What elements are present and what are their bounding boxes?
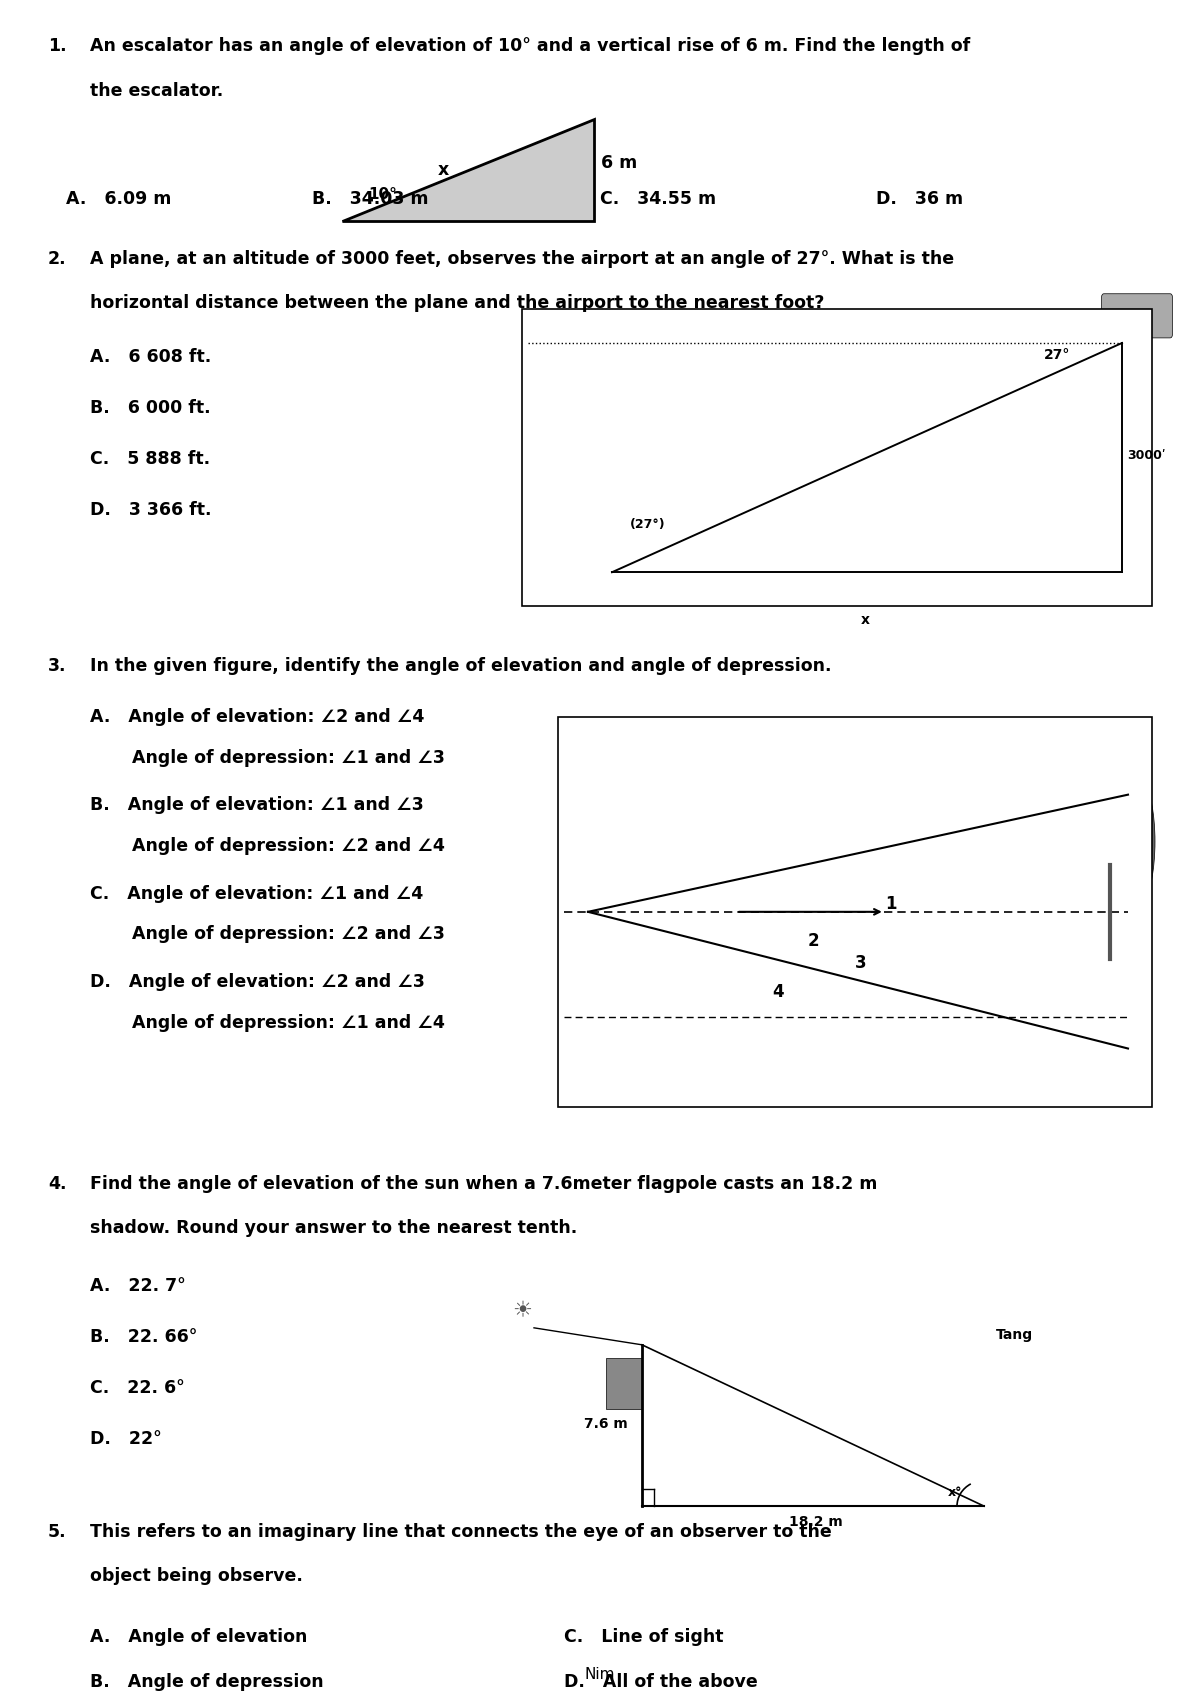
Text: Find the angle of elevation of the sun when a 7.6meter flagpole casts an 18.2 m: Find the angle of elevation of the sun w…: [90, 1175, 877, 1194]
FancyBboxPatch shape: [1102, 294, 1172, 338]
Text: C.   Angle of elevation: ∠1 and ∠4: C. Angle of elevation: ∠1 and ∠4: [90, 885, 424, 903]
Text: D.   22°: D. 22°: [90, 1430, 162, 1448]
Text: ☀: ☀: [512, 1301, 532, 1321]
Text: An escalator has an angle of elevation of 10° and a vertical rise of 6 m. Find t: An escalator has an angle of elevation o…: [90, 37, 971, 56]
Text: B.   22. 66°: B. 22. 66°: [90, 1328, 197, 1347]
Text: x: x: [438, 161, 449, 180]
Text: 18.2 m: 18.2 m: [790, 1515, 842, 1528]
Text: C.   22. 6°: C. 22. 6°: [90, 1379, 185, 1397]
Text: B.   34.03 m: B. 34.03 m: [312, 190, 428, 209]
Polygon shape: [342, 119, 594, 221]
Text: x: x: [860, 613, 870, 627]
Text: D.   Angle of elevation: ∠2 and ∠3: D. Angle of elevation: ∠2 and ∠3: [90, 973, 425, 992]
Text: A.   Angle of elevation: ∠2 and ∠4: A. Angle of elevation: ∠2 and ∠4: [90, 708, 425, 727]
Text: 1.: 1.: [48, 37, 67, 56]
Text: 2.: 2.: [48, 250, 67, 268]
Text: C.   34.55 m: C. 34.55 m: [600, 190, 716, 209]
Text: shadow. Round your answer to the nearest tenth.: shadow. Round your answer to the nearest…: [90, 1219, 577, 1238]
Text: 27°: 27°: [1044, 348, 1070, 362]
Text: B.   Angle of depression: B. Angle of depression: [90, 1673, 324, 1691]
Bar: [606, 1358, 642, 1409]
Text: 4: 4: [772, 983, 784, 1002]
Text: horizontal distance between the plane and the airport to the nearest foot?: horizontal distance between the plane an…: [90, 294, 824, 312]
Text: D.   36 m: D. 36 m: [876, 190, 964, 209]
Text: 6 m: 6 m: [601, 155, 637, 171]
Text: A.   6.09 m: A. 6.09 m: [66, 190, 172, 209]
Text: B.   Angle of elevation: ∠1 and ∠3: B. Angle of elevation: ∠1 and ∠3: [90, 796, 424, 815]
Text: This refers to an imaginary line that connects the eye of an observer to the: This refers to an imaginary line that co…: [90, 1523, 832, 1542]
Text: 3000ʹ: 3000ʹ: [1127, 448, 1165, 462]
Text: x°: x°: [948, 1486, 962, 1499]
Text: C.   Line of sight: C. Line of sight: [564, 1628, 724, 1647]
Text: A.   6 608 ft.: A. 6 608 ft.: [90, 348, 211, 367]
Text: 3: 3: [854, 954, 866, 973]
Text: (27°): (27°): [630, 518, 666, 531]
Text: C.   5 888 ft.: C. 5 888 ft.: [90, 450, 210, 469]
Text: A.   22. 7°: A. 22. 7°: [90, 1277, 186, 1296]
Bar: [570, 394, 580, 453]
Text: Angle of depression: ∠2 and ∠4: Angle of depression: ∠2 and ∠4: [90, 837, 445, 856]
Text: 1: 1: [884, 895, 896, 914]
Text: Nim: Nim: [584, 1667, 616, 1683]
Text: Tang: Tang: [996, 1328, 1033, 1341]
Bar: [522, 309, 1152, 606]
Bar: [546, 453, 612, 572]
Text: Angle of depression: ∠1 and ∠4: Angle of depression: ∠1 and ∠4: [90, 1014, 445, 1032]
Text: Angle of depression: ∠2 and ∠3: Angle of depression: ∠2 and ∠3: [90, 925, 445, 944]
Text: 10°: 10°: [368, 187, 397, 202]
Text: B.   6 000 ft.: B. 6 000 ft.: [90, 399, 211, 418]
Bar: [558, 717, 1152, 1107]
Text: In the given figure, identify the angle of elevation and angle of depression.: In the given figure, identify the angle …: [90, 657, 832, 676]
Ellipse shape: [1066, 740, 1154, 944]
Bar: [558, 1020, 1152, 1107]
Text: 5.: 5.: [48, 1523, 67, 1542]
Text: D.   All of the above: D. All of the above: [564, 1673, 757, 1691]
Text: object being observe.: object being observe.: [90, 1567, 302, 1586]
Text: the escalator.: the escalator.: [90, 82, 223, 100]
Text: 3.: 3.: [48, 657, 66, 676]
Text: D.   3 366 ft.: D. 3 366 ft.: [90, 501, 211, 520]
Text: 4.: 4.: [48, 1175, 66, 1194]
Text: Angle of depression: ∠1 and ∠3: Angle of depression: ∠1 and ∠3: [90, 749, 445, 767]
Text: 2: 2: [808, 932, 820, 951]
Text: A.   Angle of elevation: A. Angle of elevation: [90, 1628, 307, 1647]
Text: 7.6 m: 7.6 m: [584, 1416, 628, 1431]
Text: A plane, at an altitude of 3000 feet, observes the airport at an angle of 27°. W: A plane, at an altitude of 3000 feet, ob…: [90, 250, 954, 268]
